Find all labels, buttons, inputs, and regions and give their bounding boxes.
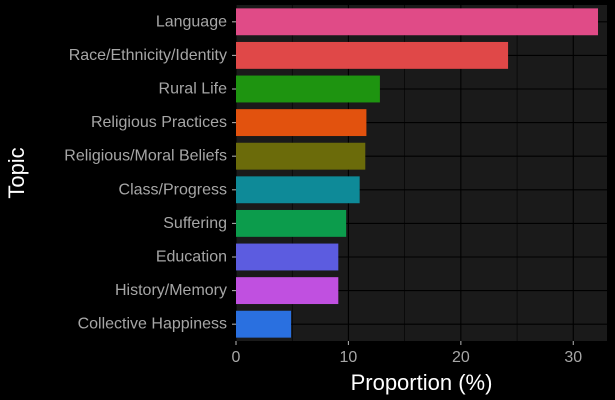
y-tick-label: Education: [156, 249, 227, 266]
x-tick-label: 0: [232, 349, 241, 366]
x-tick-label: 20: [452, 349, 470, 366]
bar: [236, 209, 347, 237]
y-tick-label: Race/Ethnicity/Identity: [69, 47, 227, 64]
x-tick-label: 30: [564, 349, 582, 366]
y-tick-label: Collective Happiness: [78, 316, 227, 333]
y-tick-label: Religious/Moral Beliefs: [64, 148, 227, 165]
y-tick-label: History/Memory: [115, 282, 227, 299]
bar: [236, 8, 599, 36]
y-tick-label: Suffering: [163, 215, 227, 232]
bar: [236, 176, 360, 204]
bar: [236, 142, 366, 170]
bar: [236, 41, 509, 69]
bar: [236, 75, 380, 103]
y-tick-label: Religious Practices: [91, 114, 227, 131]
y-tick-label: Class/Progress: [119, 181, 227, 198]
bar: [236, 243, 339, 271]
bar: [236, 109, 367, 137]
x-axis-title: Proportion (%): [351, 370, 493, 395]
bars: [236, 8, 599, 338]
bar: [236, 277, 339, 305]
y-tick-label: Rural Life: [159, 81, 228, 98]
bar: [236, 310, 292, 338]
x-tick-label: 10: [340, 349, 358, 366]
y-axis-title: Topic: [4, 147, 29, 198]
y-tick-label: Language: [156, 13, 227, 30]
axes: Language Race/Ethnicity/Identity Rural Lif…: [64, 13, 582, 366]
